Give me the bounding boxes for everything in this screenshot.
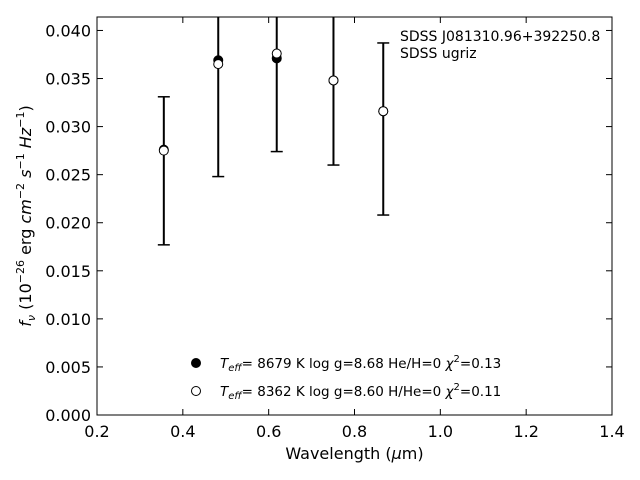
x-tick-label: 1.0 (428, 422, 453, 441)
legend: Teff= 8679 K log g=8.68 He/H=0 χ2=0.13 T… (191, 354, 501, 402)
x-tick-label: 1.4 (599, 422, 624, 441)
y-tick-label: 0.015 (45, 262, 91, 281)
x-tick-label: 0.6 (256, 422, 281, 441)
object-name-label: SDSS J081310.96+392250.8 (400, 29, 600, 45)
y-tick-label: 0.000 (45, 406, 91, 425)
survey-label: SDSS ugriz (400, 46, 477, 62)
y-tick-label: 0.040 (45, 21, 91, 40)
y-tick-label: 0.020 (45, 214, 91, 233)
data-markers (158, 48, 389, 156)
open-marker-point (158, 145, 169, 156)
y-tick-label: 0.035 (45, 70, 91, 89)
open-marker-point (378, 106, 389, 117)
x-tick-label: 0.8 (342, 422, 367, 441)
y-tick-label: 0.010 (45, 310, 91, 329)
legend-entry-2: Teff= 8362 K log g=8.60 H/He=0 χ2=0.11 (220, 382, 501, 402)
open-marker-point (271, 48, 282, 59)
y-tick-label: 0.025 (45, 166, 91, 185)
y-tick-label: 0.030 (45, 118, 91, 137)
legend-marker-open (191, 386, 201, 396)
x-axis-title: Wavelength (μm) (285, 444, 423, 463)
annotation-block: SDSS J081310.96+392250.8 SDSS ugriz (400, 29, 600, 62)
open-marker-point (328, 75, 339, 86)
legend-entry-1: Teff= 8679 K log g=8.68 He/H=0 χ2=0.13 (220, 354, 501, 374)
y-tick-label: 0.005 (45, 358, 91, 377)
x-tick-label: 1.2 (513, 422, 538, 441)
x-tick-label: 0.4 (170, 422, 195, 441)
open-marker-point (213, 59, 224, 70)
y-axis-title: fν (10−26 erg cm−2 s−1 Hz−1) (14, 105, 38, 326)
x-tick-label: 0.2 (84, 422, 109, 441)
axis-ticks: 0.2 0.4 0.6 0.8 1.0 1.2 1.4 0.000 0.005 0.010 0.01… (45, 17, 625, 441)
legend-marker-filled (191, 358, 201, 368)
error-bars (157, 17, 390, 246)
